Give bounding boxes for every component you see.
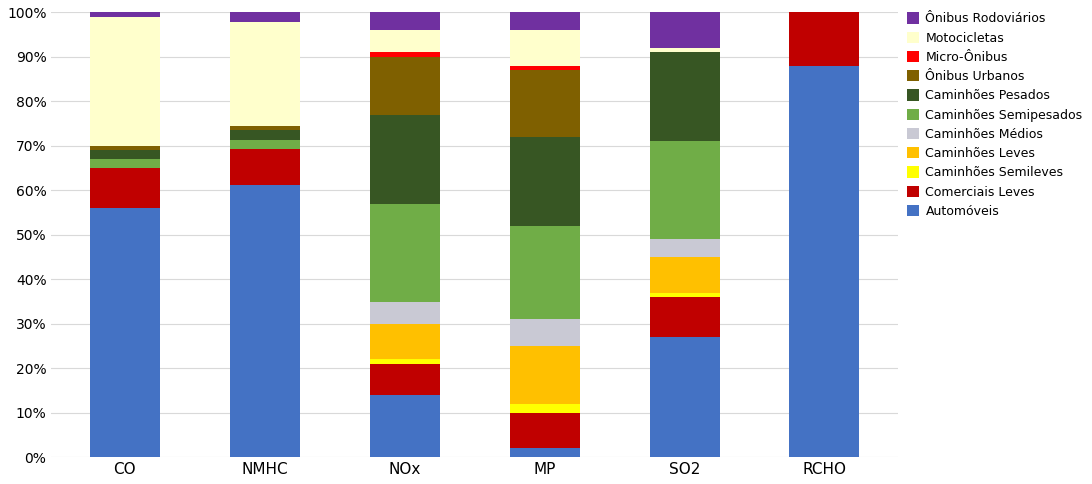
Bar (510, 346, 580, 404)
Bar (510, 30, 580, 66)
Bar (370, 13, 440, 30)
Bar (650, 13, 720, 48)
Bar (229, 126, 299, 131)
Bar (90, 151, 159, 159)
Bar (510, 66, 580, 70)
Bar (510, 448, 580, 457)
Bar (650, 48, 720, 52)
Bar (650, 293, 720, 297)
Bar (370, 324, 440, 359)
Bar (229, 21, 299, 126)
Bar (650, 52, 720, 141)
Bar (370, 115, 440, 204)
Bar (90, 159, 159, 168)
Bar (370, 30, 440, 52)
Bar (650, 337, 720, 457)
Bar (510, 319, 580, 346)
Bar (229, 13, 299, 21)
Bar (90, 208, 159, 457)
Bar (229, 185, 299, 457)
Bar (370, 52, 440, 57)
Bar (510, 13, 580, 30)
Bar (90, 146, 159, 151)
Bar (510, 226, 580, 319)
Bar (510, 70, 580, 137)
Bar (370, 204, 440, 302)
Bar (650, 141, 720, 239)
Bar (229, 131, 299, 139)
Bar (790, 13, 859, 66)
Bar (90, 17, 159, 146)
Bar (510, 137, 580, 226)
Bar (650, 239, 720, 257)
Bar (90, 13, 159, 17)
Bar (790, 66, 859, 457)
Bar (370, 364, 440, 395)
Bar (370, 302, 440, 324)
Bar (650, 297, 720, 337)
Bar (229, 139, 299, 149)
Bar (370, 395, 440, 457)
Bar (90, 168, 159, 208)
Bar (370, 57, 440, 115)
Bar (650, 257, 720, 293)
Bar (370, 359, 440, 364)
Bar (229, 149, 299, 185)
Legend: Ônibus Rodoviários, Motocicletas, Micro-Ônibus, Ônibus Urbanos, Caminhões Pesado: Ônibus Rodoviários, Motocicletas, Micro-… (904, 10, 1085, 220)
Bar (510, 404, 580, 413)
Bar (510, 413, 580, 448)
